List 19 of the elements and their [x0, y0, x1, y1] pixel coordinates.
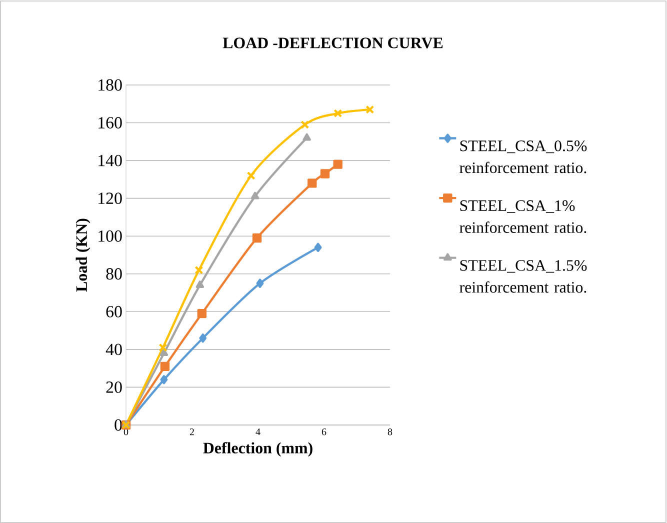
x-tick-label: 4: [256, 428, 260, 436]
y-tick-label: 80: [106, 268, 122, 280]
y-tick-label: 180: [98, 79, 122, 91]
y-axis-title: Load (KN): [76, 218, 90, 292]
x-axis-title: Deflection (mm): [203, 442, 312, 457]
x-tick-label: 6: [322, 428, 326, 436]
legend-label: STEEL_CSA_1% reinforcement ratio.: [460, 200, 586, 233]
y-tick-label: 120: [98, 192, 122, 204]
legend-label: STEEL_CSA_0.5% reinforcement ratio.: [460, 140, 587, 174]
legend-label: STEEL_CSA_1.5% reinforcement ratio.: [460, 260, 587, 293]
y-tick-label: 60: [106, 306, 122, 318]
y-tick-label: 100: [98, 230, 122, 242]
y-tick-label: 160: [98, 117, 122, 128]
y-tick-label: 140: [98, 154, 122, 166]
x-tick-label: 8: [388, 428, 392, 436]
y-tick-label: 40: [106, 344, 122, 356]
chart-title: LOAD -DEFLECTION CURVE: [222, 38, 443, 48]
x-tick-label: 2: [190, 428, 194, 436]
y-tick-label: 20: [106, 381, 122, 393]
